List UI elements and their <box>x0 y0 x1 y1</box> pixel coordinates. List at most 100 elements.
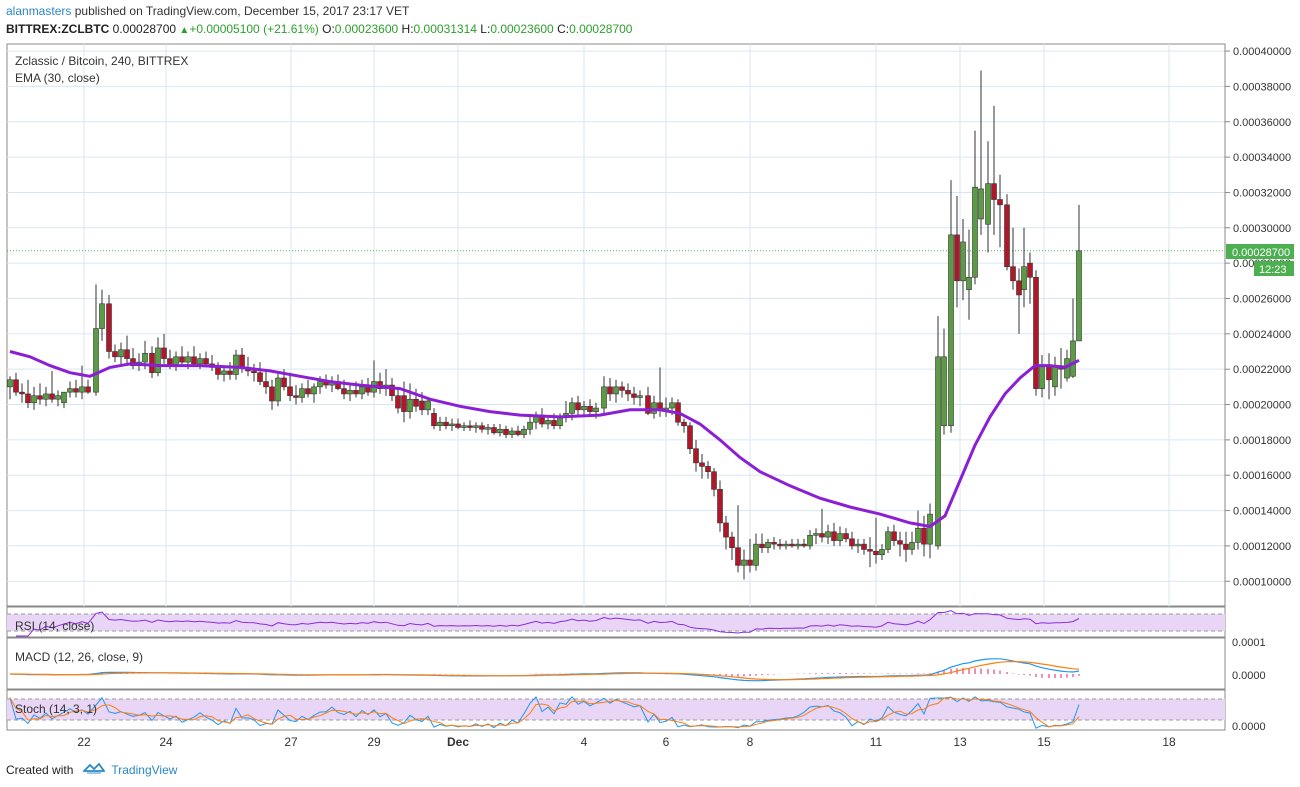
candle <box>37 383 43 405</box>
candle-body <box>1016 280 1022 296</box>
candle <box>79 365 85 400</box>
time-tick-label: 18 <box>1162 735 1176 749</box>
open-value: 0.00023600 <box>334 22 399 36</box>
candle <box>425 397 431 416</box>
time-tick-label: 13 <box>953 735 967 749</box>
candle <box>909 531 915 555</box>
candle-body <box>637 395 643 398</box>
price-badge-value: 0.00028700 <box>1232 247 1290 259</box>
candle-body <box>960 241 966 282</box>
candle <box>19 383 25 403</box>
candle <box>49 370 55 403</box>
candle-body <box>651 402 657 414</box>
candle <box>897 531 903 557</box>
tradingview-link[interactable]: TradingView <box>111 762 178 777</box>
candle <box>149 346 155 379</box>
price-tick-label: 0.00034000 <box>1233 152 1291 164</box>
candle-body <box>771 542 777 545</box>
candle-body <box>359 386 365 395</box>
candle-body <box>873 550 879 556</box>
candle-body <box>449 423 455 427</box>
candle <box>179 346 185 366</box>
candle-body <box>257 372 263 382</box>
candle-body <box>124 349 130 359</box>
candle-body <box>631 393 637 398</box>
candle <box>1004 194 1010 271</box>
last-price: 0.00028700 <box>112 22 177 36</box>
time-tick-label: 27 <box>284 735 298 749</box>
price-tick-label: 0.00020000 <box>1233 400 1291 412</box>
candle-body <box>61 391 67 404</box>
candle-body <box>155 347 161 374</box>
candle-body <box>503 428 509 435</box>
candle <box>73 379 79 398</box>
candle <box>473 422 479 433</box>
time-tick-label: 11 <box>870 735 883 749</box>
candle <box>191 346 197 366</box>
candle <box>777 538 783 550</box>
candle-body <box>807 535 813 547</box>
candle-body <box>239 354 245 368</box>
candle-body <box>645 395 651 414</box>
candle-body <box>551 420 557 427</box>
candle-body <box>819 533 825 538</box>
candle-body <box>861 543 867 550</box>
candle <box>221 365 227 382</box>
publisher-link[interactable]: alanmasters <box>6 4 72 18</box>
candle-body <box>575 402 581 411</box>
candle-body <box>401 395 407 412</box>
macd-axis-zero: 0.0000 <box>1232 670 1266 682</box>
candle <box>831 522 837 546</box>
chart-area[interactable]: Zclassic / Bitcoin, 240, BITTREX EMA (30… <box>0 40 1300 760</box>
candle <box>118 342 124 366</box>
candle-body <box>966 276 972 290</box>
price-grid <box>7 50 1225 582</box>
candle <box>625 383 631 401</box>
candle <box>467 420 473 432</box>
candle-body <box>837 533 843 541</box>
candle <box>55 390 61 407</box>
candle-body <box>233 354 239 375</box>
tradingview-logo-icon <box>82 762 107 777</box>
macd-legend: MACD (12, 26, close, 9) <box>15 650 143 664</box>
candles <box>7 70 1082 580</box>
close-label: C: <box>557 22 570 36</box>
candle <box>31 386 37 410</box>
candle-body <box>783 543 789 547</box>
candle-body <box>747 559 753 566</box>
candle <box>443 416 449 430</box>
candle <box>978 70 984 235</box>
stoch-legend: Stoch (14, 3, 1) <box>15 702 97 716</box>
candle-body <box>73 388 79 393</box>
candle-body <box>179 356 185 363</box>
candle-body <box>25 393 31 404</box>
candle <box>1033 270 1039 396</box>
candle <box>783 540 789 550</box>
price-axis: 0.00010000 0.00012000 0.00014000 0.00016000… <box>1225 46 1291 588</box>
candle <box>359 379 365 400</box>
candle <box>985 141 991 253</box>
candle <box>631 386 637 405</box>
candle-body <box>467 425 473 428</box>
candle-body <box>1076 250 1082 342</box>
candle <box>455 418 461 430</box>
main-legend: Zclassic / Bitcoin, 240, BITTREX <box>15 54 188 68</box>
rsi-band <box>7 614 1225 631</box>
time-tick-label: 15 <box>1037 735 1051 749</box>
candle-body <box>299 388 305 398</box>
candle-body <box>461 425 467 428</box>
time-axis: 22 24 27 29 Dec 4 6 8 11 13 15 18 <box>77 735 1176 749</box>
candle <box>461 422 467 432</box>
candle-body <box>825 531 831 538</box>
candle <box>741 549 747 580</box>
candle-body <box>545 420 551 425</box>
candle <box>693 439 699 472</box>
candle <box>106 294 112 359</box>
candle-body <box>729 536 735 548</box>
candle-body <box>13 379 19 393</box>
candle-body <box>407 398 413 412</box>
candle <box>935 316 941 550</box>
stoch-axis-zero: 0.0000 <box>1232 721 1266 733</box>
candle-body <box>197 358 203 365</box>
candle <box>903 531 909 562</box>
